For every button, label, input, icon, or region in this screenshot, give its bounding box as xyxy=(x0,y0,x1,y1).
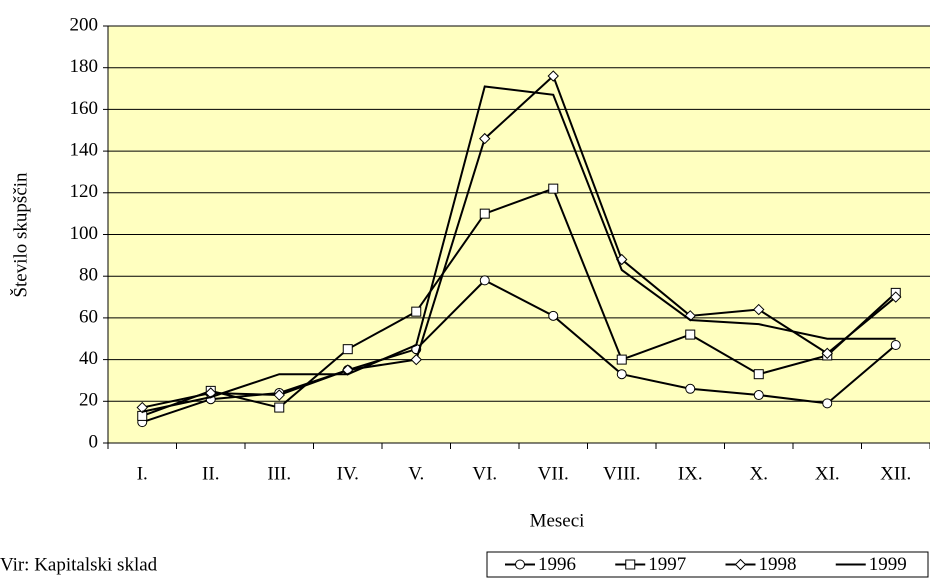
x-tick-label: VII. xyxy=(538,463,569,484)
marker xyxy=(274,402,285,413)
y-tick-label: 160 xyxy=(70,98,99,119)
x-tick-label: X. xyxy=(750,463,768,484)
marker xyxy=(616,354,627,365)
marker xyxy=(822,398,833,409)
legend-label: 1998 xyxy=(759,554,797,575)
y-tick-label: 0 xyxy=(89,431,99,452)
marker xyxy=(685,329,696,340)
marker xyxy=(548,310,559,321)
marker xyxy=(734,558,747,571)
series-line xyxy=(142,74,897,409)
x-tick-label: XII. xyxy=(880,463,911,484)
marker xyxy=(821,347,833,360)
marker xyxy=(616,369,627,380)
y-tick-label: 200 xyxy=(70,14,99,35)
marker xyxy=(515,559,525,570)
y-tick-label: 100 xyxy=(70,223,99,244)
marker xyxy=(753,303,765,316)
y-tick-label: 20 xyxy=(79,390,98,411)
source-note: Vir: Kapitalski sklad xyxy=(0,554,158,575)
marker xyxy=(342,344,353,355)
marker xyxy=(890,340,901,351)
x-tick-label: IX. xyxy=(678,463,703,484)
marker xyxy=(479,132,491,145)
y-tick-label: 40 xyxy=(79,348,98,369)
y-tick-label: 120 xyxy=(70,181,99,202)
legend-label: 1999 xyxy=(869,554,907,575)
y-tick-label: 80 xyxy=(79,265,98,286)
marker xyxy=(625,559,636,570)
marker xyxy=(753,390,764,401)
y-tick-label: 140 xyxy=(70,139,99,160)
x-tick-label: IV. xyxy=(337,463,359,484)
x-tick-label: V. xyxy=(408,463,424,484)
x-tick-label: XI. xyxy=(815,463,840,484)
x-tick-label: VI. xyxy=(472,463,497,484)
x-tick-label: VIII. xyxy=(603,463,640,484)
series-line xyxy=(142,85,896,413)
marker xyxy=(753,369,764,380)
marker xyxy=(479,275,490,286)
marker xyxy=(410,353,422,366)
y-axis-label: Število skupščin xyxy=(9,172,31,298)
y-tick-label: 60 xyxy=(79,306,98,327)
y-tick-label: 180 xyxy=(70,56,99,77)
marker xyxy=(479,208,490,219)
marker xyxy=(273,389,285,401)
x-tick-label: III. xyxy=(267,463,291,484)
legend-label: 1996 xyxy=(538,554,576,575)
marker xyxy=(411,306,422,317)
marker xyxy=(136,401,148,414)
marker xyxy=(547,70,559,82)
x-axis-label: Meseci xyxy=(530,510,585,531)
x-tick-label: II. xyxy=(202,463,219,484)
series-line xyxy=(141,187,897,417)
legend-label: 1997 xyxy=(648,554,686,575)
marker xyxy=(890,291,902,303)
marker xyxy=(685,383,696,394)
marker xyxy=(548,183,559,194)
x-tick-label: I. xyxy=(137,463,148,484)
